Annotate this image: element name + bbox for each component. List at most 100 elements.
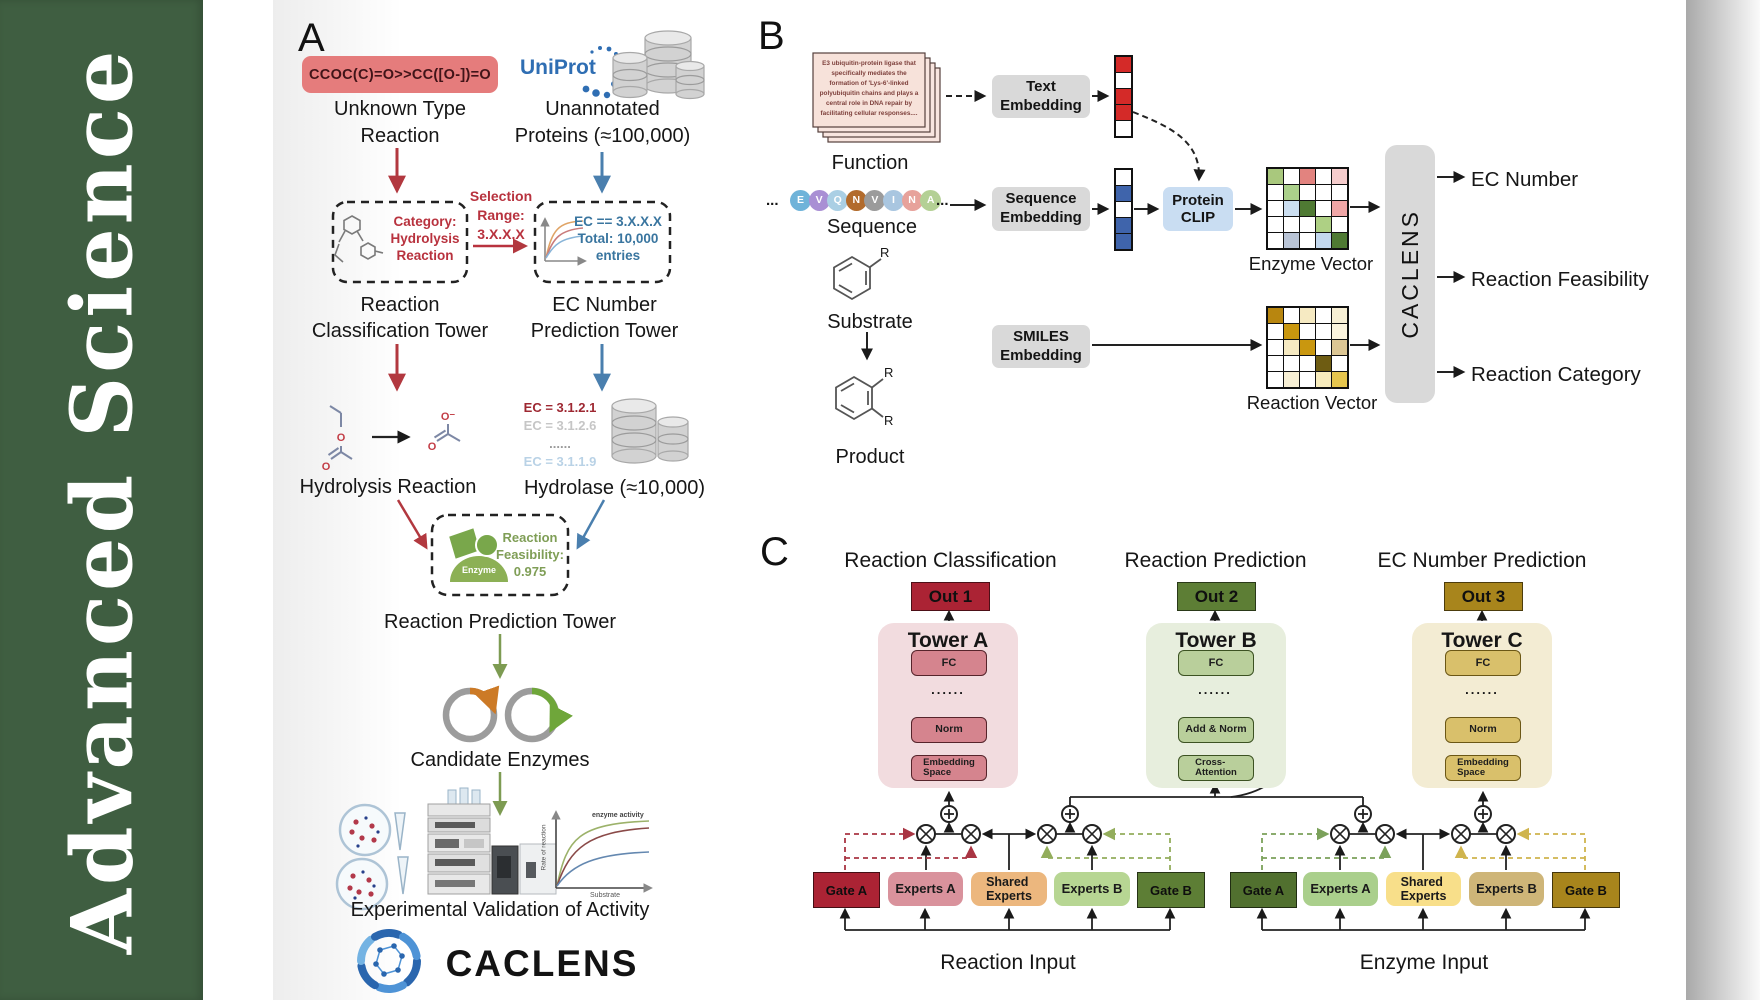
text-embedding-vector: [1114, 55, 1133, 138]
activity-plot-icon: [551, 810, 653, 893]
substrate-molecule-icon: [833, 255, 882, 301]
tower-b-dots: ......: [1198, 682, 1232, 697]
residue-circle: I: [883, 190, 904, 211]
heading-reaction-prediction: Reaction Prediction: [1124, 549, 1307, 572]
ec-list-item: ......: [549, 436, 571, 451]
product-molecule-icon: [835, 375, 884, 421]
ec-curves-icon: [540, 217, 587, 266]
output-reaction-feasibility: Reaction Feasibility: [1471, 268, 1649, 291]
plot-xlabel: Substrate: [590, 892, 620, 899]
validation-label: Experimental Validation of Activity: [350, 899, 650, 921]
r-group-label: R: [884, 365, 894, 380]
r-group-label: R: [880, 245, 890, 260]
output-reaction-category: Reaction Category: [1471, 363, 1641, 386]
plot-title: enzyme activity: [592, 812, 644, 819]
function-label: Function: [831, 152, 909, 174]
ec-box-line3: entries: [595, 248, 641, 263]
enzyme-badge-label: Enzyme: [461, 565, 496, 575]
tower-b-cross-attention: Cross- Attention: [1178, 755, 1254, 781]
selection-line1: Selection: [469, 188, 533, 204]
unannotated-line2: Proteins (≈100,000): [514, 125, 691, 147]
protein-clip-box: Protein CLIP: [1163, 187, 1233, 231]
hydrolysis-reaction-label: Hydrolysis Reaction: [299, 476, 477, 498]
reaction-shared-experts: Shared Experts: [971, 872, 1047, 906]
tower-c-embedding-space: Embedding Space: [1445, 755, 1521, 781]
plasmid-icons: [442, 685, 573, 743]
hplc-instrument-icon: [427, 787, 557, 895]
molecule-doodle-icon: [334, 215, 384, 263]
panelC-label: C: [760, 530, 789, 574]
panelB-arrows: [861, 90, 1466, 378]
tower-b-name: Tower B: [1175, 629, 1257, 652]
tower-a-norm: Norm: [911, 717, 987, 743]
oxygen-label: O: [322, 461, 331, 473]
uniprot-logo-text: UniProt: [520, 56, 596, 79]
heading-ec-number-prediction: EC Number Prediction: [1377, 549, 1587, 572]
reaction-vector-matrix: [1266, 306, 1349, 389]
tower-a-embedding-space: Embedding Space: [911, 755, 987, 781]
smiles-embedding-box: SMILES Embedding: [992, 325, 1090, 368]
feasibility-line1: Reaction: [502, 530, 558, 545]
hydrolase-label: Hydrolase (≈10,000): [523, 477, 706, 499]
residue-circle: N: [845, 190, 867, 211]
prediction-tower-line1: EC Number: [552, 294, 657, 316]
residue-circle: N: [901, 190, 923, 211]
tower-a-name: Tower A: [907, 629, 989, 652]
category-line2: Hydrolysis: [390, 231, 460, 246]
tower-c-name: Tower C: [1441, 629, 1523, 652]
residue-circle: A: [920, 190, 942, 211]
sequence-label: Sequence: [826, 216, 918, 238]
residue-circle: Q: [827, 190, 849, 211]
enzyme-vector-label: Enzyme Vector: [1248, 253, 1374, 274]
classification-tower-line2: Classification Tower: [311, 320, 489, 342]
smiles-reaction-box: CCOC(C)=O>>CC([O-])=O: [302, 56, 498, 93]
oxygen-label: O: [428, 441, 437, 453]
category-line1: Category:: [393, 214, 457, 229]
enzyme-shared-experts: Shared Experts: [1386, 872, 1461, 906]
caclens-logo-icon: [357, 929, 421, 993]
unknown-type-line2: Reaction: [360, 125, 440, 147]
reaction-input-label: Reaction Input: [940, 951, 1076, 974]
sequence-embedding-box: Sequence Embedding: [992, 187, 1090, 231]
ec-box-line2: Total: 10,000: [577, 231, 659, 246]
out2-box: Out 2: [1177, 582, 1256, 611]
ec-list-item: EC = 3.1.2.6: [523, 418, 597, 433]
out1-box: Out 1: [911, 582, 990, 611]
panelA-arrows: [372, 148, 611, 816]
output-ec-number: EC Number: [1471, 168, 1579, 191]
tower-a-dots: ......: [931, 682, 965, 697]
tower-c-dots: ......: [1465, 682, 1499, 697]
database-icon: [612, 30, 705, 100]
text-embedding-box: Text Embedding: [992, 75, 1090, 118]
enzyme-experts-a: Experts A: [1303, 872, 1378, 906]
out3-box: Out 3: [1444, 582, 1523, 611]
caclens-model-bar: CACLENS: [1385, 145, 1435, 403]
sum-nodes: [940, 805, 1492, 823]
enzyme-gate-a: Gate A: [1230, 872, 1297, 908]
reaction-prediction-tower-label: Reaction Prediction Tower: [384, 611, 616, 633]
enzyme-experts-b: Experts B: [1469, 872, 1544, 906]
sequence-embedding-vector: [1114, 168, 1133, 251]
tower-c-fc: FC: [1445, 650, 1521, 676]
sequence-ellipsis-right: ...: [936, 192, 949, 209]
reaction-experts-b: Experts B: [1054, 872, 1130, 906]
classification-tower-line1: Reaction: [360, 294, 440, 316]
substrate-label: Substrate: [827, 311, 913, 333]
reaction-gate-b: Gate B: [1137, 872, 1205, 908]
enzyme-vector-matrix: [1266, 167, 1349, 250]
candidate-enzymes-label: Candidate Enzymes: [410, 749, 590, 771]
reaction-gate-a: Gate A: [813, 872, 880, 908]
prediction-tower-line2: Prediction Tower: [530, 320, 679, 342]
panelA-label: A: [298, 16, 325, 60]
oxygen-minus-label: O⁻: [441, 411, 456, 423]
dashed-tower-boxes: [331, 200, 672, 597]
residue-circle: V: [864, 190, 886, 211]
plot-ylabel: Rate of reaction: [540, 824, 548, 871]
feasibility-line2: Feasibility:: [496, 547, 564, 562]
enzyme-input-label: Enzyme Input: [1359, 951, 1489, 974]
unknown-type-line1: Unknown Type: [334, 98, 466, 120]
petri-dish-icons: [335, 803, 409, 911]
product-nodes: [916, 824, 1516, 844]
heading-reaction-classification: Reaction Classification: [844, 549, 1057, 572]
